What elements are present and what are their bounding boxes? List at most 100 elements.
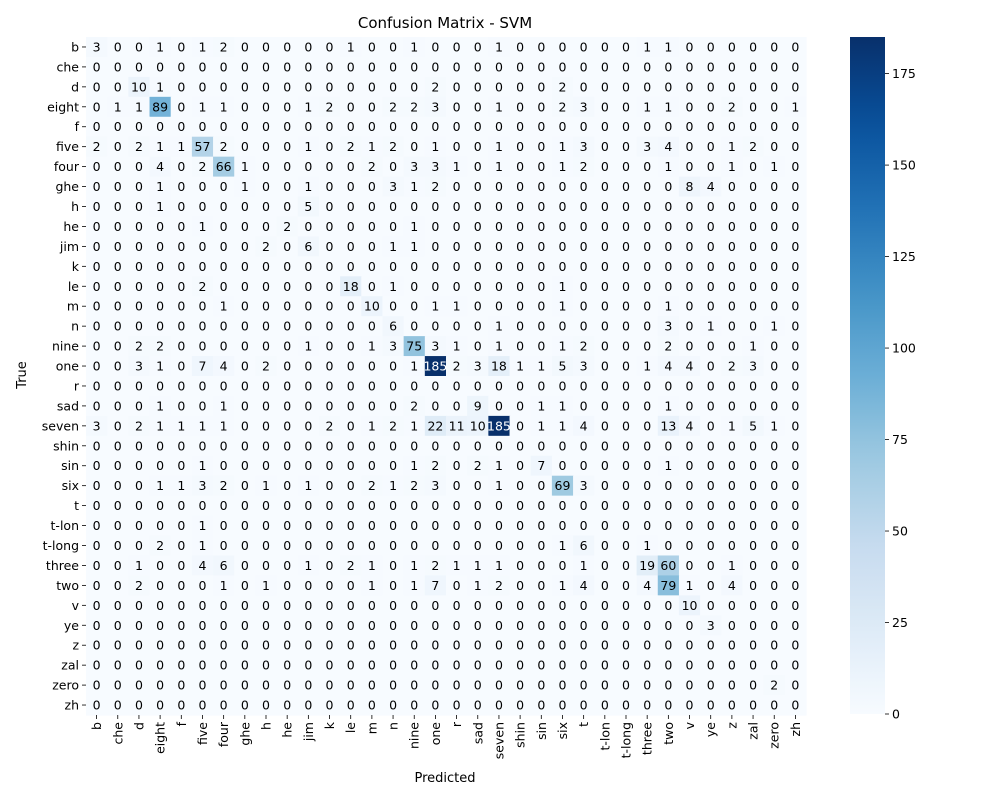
cell-value-label: 0 [622, 478, 630, 493]
cell-value-label: 0 [326, 618, 334, 633]
cell-value-label: 2 [558, 99, 566, 114]
cell-value-label: 0 [410, 199, 418, 214]
cell-value-label: 0 [453, 99, 461, 114]
cell-value-label: 0 [580, 299, 588, 314]
heatmap-cell [763, 136, 786, 158]
cell-value-label: 0 [707, 538, 715, 553]
cell-value-label: 0 [283, 39, 291, 54]
cell-value-label: 0 [622, 518, 630, 533]
heatmap-cell [573, 595, 595, 616]
heatmap-cell [191, 296, 214, 317]
cell-value-label: 0 [368, 378, 376, 393]
cell-value-label: 0 [177, 359, 185, 374]
heatmap-cell [551, 37, 574, 58]
heatmap-cell [509, 336, 532, 357]
heatmap-cell [509, 575, 532, 596]
heatmap-cell [255, 76, 278, 98]
cell-value-label: 0 [135, 299, 143, 314]
cell-value-label: 1 [643, 359, 651, 374]
cell-value-label: 0 [791, 279, 799, 294]
heatmap-cell [551, 615, 574, 636]
cell-value-label: 0 [770, 618, 778, 633]
cell-value-label: 2 [580, 159, 588, 174]
y-tick-label: one [56, 359, 80, 374]
cell-value-label: 0 [241, 259, 249, 274]
heatmap-cell [234, 595, 257, 616]
heatmap-cell [763, 515, 786, 537]
heatmap-cell [107, 376, 129, 397]
cell-value-label: 0 [410, 259, 418, 274]
heatmap-cell [446, 495, 468, 517]
heatmap-cell [551, 675, 574, 696]
heatmap-cell [361, 376, 384, 397]
cell-value-label: 0 [177, 159, 185, 174]
cell-value-label: 0 [622, 678, 630, 693]
cell-value-label: 0 [749, 518, 757, 533]
cell-value-label: 1 [156, 359, 164, 374]
heatmap-cell [107, 495, 129, 517]
cell-value-label: 0 [135, 498, 143, 513]
heatmap-cell [297, 615, 320, 636]
heatmap-cell [191, 156, 214, 178]
cell-value-label: 0 [664, 678, 672, 693]
cell-value-label: 0 [686, 159, 694, 174]
heatmap-cell [594, 276, 617, 297]
cell-value-label: 0 [516, 638, 524, 653]
heatmap-cell [594, 395, 617, 417]
heatmap-cell [530, 575, 553, 596]
cell-value-label: 0 [198, 339, 206, 354]
cell-value-label: 0 [220, 458, 228, 473]
heatmap-cell [234, 316, 257, 337]
cell-value-label: 1 [453, 558, 461, 573]
heatmap-cell [657, 575, 680, 596]
cell-value-label: 0 [728, 678, 736, 693]
cell-value-label: 2 [220, 39, 228, 54]
heatmap-cell [488, 376, 511, 397]
cell-value-label: 0 [728, 39, 736, 54]
cell-value-label: 0 [622, 658, 630, 673]
cell-value-label: 0 [326, 279, 334, 294]
heatmap-cell [340, 515, 362, 537]
heatmap-cell [107, 515, 129, 537]
cell-value-label: 0 [114, 498, 122, 513]
heatmap-cell [615, 196, 638, 218]
heatmap-cell [403, 96, 426, 118]
heatmap-cell [446, 635, 468, 656]
cell-value-label: 1 [410, 179, 418, 194]
cell-value-label: 0 [220, 658, 228, 673]
cell-value-label: 0 [537, 438, 545, 453]
cell-value-label: 0 [495, 179, 503, 194]
cell-value-label: 1 [198, 418, 206, 433]
heatmap-cell [86, 475, 108, 497]
y-tick-label: t [74, 498, 79, 513]
heatmap-cell [213, 136, 235, 158]
cell-value-label: 0 [347, 299, 355, 314]
cell-value-label: 0 [368, 279, 376, 294]
heatmap-cell [530, 395, 553, 417]
heatmap-cell [361, 356, 384, 377]
cell-value-label: 0 [474, 159, 482, 174]
heatmap-cell [318, 515, 341, 537]
y-tick-label: seven [42, 418, 79, 433]
heatmap-cell [424, 356, 447, 377]
heatmap-cell [361, 635, 384, 656]
cell-value-label: 0 [791, 578, 799, 593]
heatmap-cell [551, 635, 574, 656]
heatmap-cell [784, 356, 807, 377]
heatmap-cell [213, 296, 235, 317]
cell-value-label: 0 [431, 119, 439, 134]
cell-value-label: 0 [791, 558, 799, 573]
cell-value-label: 0 [347, 319, 355, 334]
heatmap-cell [573, 615, 595, 636]
heatmap-cell [276, 296, 299, 317]
cell-value-label: 0 [601, 518, 609, 533]
cell-value-label: 0 [580, 698, 588, 713]
heatmap-cell [446, 216, 468, 238]
cell-value-label: 0 [791, 59, 799, 74]
heatmap-cell [530, 435, 553, 457]
heatmap-cell [297, 336, 320, 357]
cell-value-label: 0 [686, 259, 694, 274]
cell-value-label: 1 [410, 359, 418, 374]
cell-value-label: 0 [326, 39, 334, 54]
cell-value-label: 1 [453, 339, 461, 354]
